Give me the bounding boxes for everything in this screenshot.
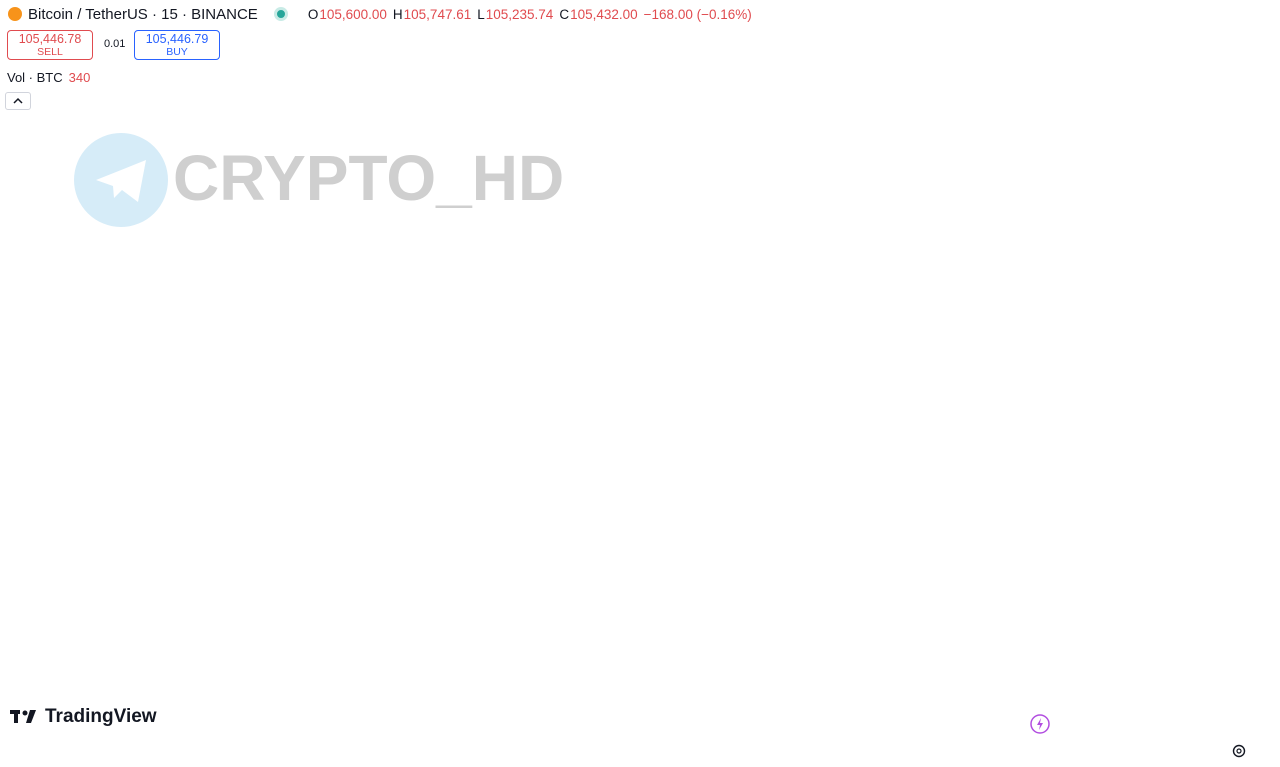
sell-label: SELL <box>37 46 63 58</box>
ohlc-legend: O 105,600.00 H 105,747.61 L 105,235.74 C 105,43… <box>302 7 638 22</box>
watermark-text: CRYPTO_HD <box>173 142 564 214</box>
symbol-icon-circle <box>8 7 22 21</box>
logo-part <box>14 710 18 723</box>
ohlc-value: 105,747.61 <box>403 6 472 22</box>
volume-title: Vol · BTC <box>7 70 63 85</box>
buy-button[interactable]: 105,446.79 BUY <box>134 30 220 60</box>
ohlc-value: 105,235.74 <box>485 6 554 22</box>
sell-button[interactable]: 105,446.78 SELL <box>7 30 93 60</box>
collapse-icon <box>13 97 23 104</box>
volume-legend: Vol · BTC 340 <box>7 70 90 85</box>
change: −168.00 (−0.16%) <box>643 6 752 22</box>
ohlc-key: H <box>392 6 403 22</box>
settings-icon[interactable] <box>1232 744 1246 758</box>
logo-part <box>22 710 28 716</box>
ohlc-value: 105,600.00 <box>319 6 387 22</box>
buy-price: 105,446.79 <box>145 32 209 46</box>
logo-part <box>26 710 36 723</box>
symbol-icon <box>8 7 22 21</box>
symbol-title[interactable]: Bitcoin / TetherUS · 15 · BINANCE <box>28 5 258 23</box>
status-dot <box>273 7 288 21</box>
ohlc-key: L <box>477 6 485 22</box>
sell-price: 105,446.78 <box>18 32 82 46</box>
watermark-plane <box>96 160 146 202</box>
buy-label: BUY <box>166 46 188 58</box>
branding: TradingView <box>10 706 157 727</box>
volume-value: 340 <box>68 70 91 85</box>
watermark: CRYPTO_HD <box>74 133 564 227</box>
ohlc-key: O <box>307 6 319 22</box>
chevron <box>13 97 23 104</box>
alert-icon[interactable] <box>1030 714 1050 734</box>
branding-text: TradingView <box>45 706 157 727</box>
ohlc-key: C <box>559 6 570 22</box>
quantity[interactable]: 0.01 <box>104 38 126 50</box>
settings-gear[interactable] <box>1232 744 1246 758</box>
ohlc-value: 105,432.00 <box>570 6 638 22</box>
settings-hub <box>1236 748 1242 754</box>
collapse-button[interactable] <box>5 92 31 110</box>
header: Bitcoin / TetherUS · 15 · BINANCE O 105,6… <box>8 4 752 24</box>
alert-bolt <box>1037 718 1043 730</box>
